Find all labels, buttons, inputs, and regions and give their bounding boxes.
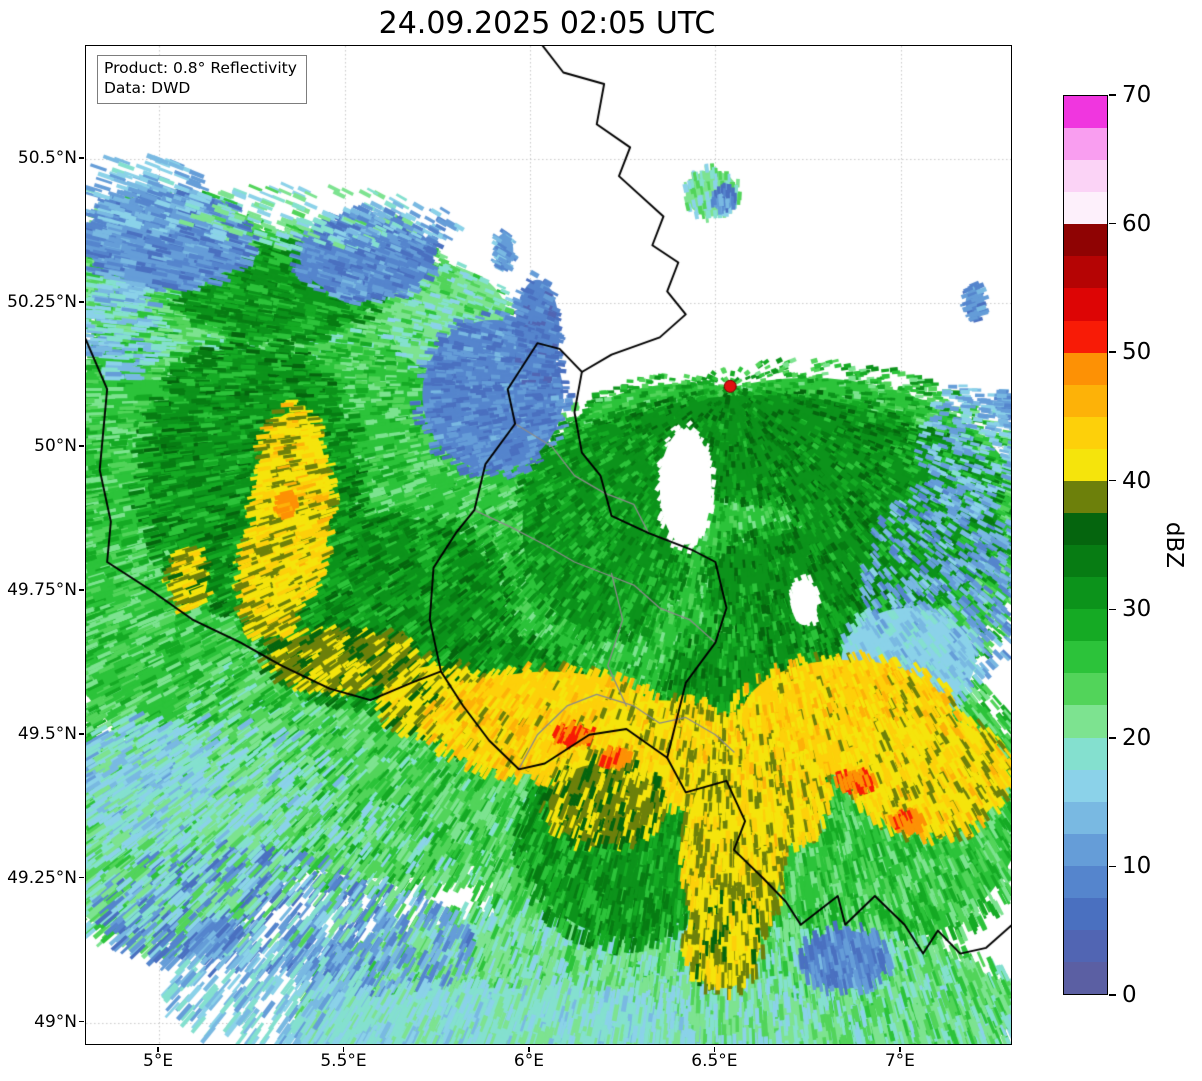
y-tick-label: 50.5°N — [17, 147, 77, 168]
colorbar-tick-label: 10 — [1122, 853, 1152, 880]
figure-title: 24.09.2025 02:05 UTC — [378, 6, 716, 41]
x-tick-mark — [157, 1046, 159, 1052]
colorbar-tick-label: 60 — [1122, 210, 1152, 237]
y-tick-mark — [79, 445, 84, 447]
colorbar-tick-label: 0 — [1122, 982, 1137, 1008]
colorbar-tick-mark — [1109, 222, 1116, 225]
y-tick-mark — [79, 1020, 84, 1023]
colorbar-tick-mark — [1109, 608, 1116, 611]
colorbar-band — [1064, 224, 1107, 257]
colorbar-tick-mark — [1109, 994, 1116, 996]
y-tick-label: 49.75°N — [7, 579, 77, 600]
x-tick-label: 5°E — [143, 1051, 174, 1071]
colorbar-tick-label: 20 — [1122, 724, 1152, 751]
colorbar-tick-label: 40 — [1122, 467, 1152, 494]
product-line: Product: 0.8° Reflectivity — [104, 59, 297, 77]
colorbar-tick-mark — [1109, 94, 1116, 96]
y-tick-mark — [79, 157, 84, 159]
colorbar-band — [1064, 128, 1107, 161]
y-tick-label: 49.5°N — [17, 723, 77, 744]
y-tick-mark — [79, 301, 84, 303]
colorbar-band — [1064, 577, 1107, 610]
x-tick-mark — [899, 1046, 901, 1052]
data-source-line: Data: DWD — [104, 79, 191, 98]
colorbar-gradient — [1063, 95, 1108, 995]
x-tick-label: 6.5°E — [691, 1051, 738, 1071]
colorbar-band — [1064, 930, 1107, 963]
colorbar-unit-label: dBZ — [1161, 521, 1187, 569]
y-tick-label: 49.25°N — [7, 867, 77, 888]
colorbar-band — [1064, 160, 1107, 193]
y-tick-label: 50.25°N — [7, 291, 77, 312]
colorbar-band — [1064, 192, 1107, 225]
colorbar-band — [1064, 416, 1107, 449]
x-tick-label: 6°E — [513, 1051, 544, 1071]
y-tick-mark — [79, 733, 84, 735]
y-tick-mark — [79, 876, 84, 879]
colorbar-tick-label: 30 — [1122, 596, 1152, 623]
x-tick-label: 5.5°E — [320, 1051, 367, 1071]
x-tick-label: 7°E — [884, 1051, 915, 1071]
colorbar-band — [1064, 320, 1107, 353]
colorbar-tick-label: 70 — [1122, 82, 1152, 108]
colorbar-band — [1064, 480, 1107, 514]
x-tick-mark — [342, 1046, 345, 1052]
colorbar-band — [1064, 256, 1107, 289]
colorbar-band — [1064, 833, 1107, 866]
colorbar-tick-mark — [1109, 479, 1116, 482]
colorbar-tick-mark — [1109, 737, 1116, 739]
colorbar-band — [1064, 801, 1107, 834]
y-tick-label: 50°N — [34, 435, 77, 456]
colorbar-tick-mark — [1109, 865, 1116, 868]
product-info-box: Product: 0.8° Reflectivity Data: DWD — [97, 55, 307, 104]
map-plot-area: Product: 0.8° Reflectivity Data: DWD — [85, 45, 1012, 1045]
colorbar-band — [1064, 384, 1107, 417]
colorbar-band — [1064, 737, 1107, 770]
colorbar-band — [1064, 609, 1107, 642]
colorbar-band — [1064, 673, 1107, 706]
colorbar-band — [1064, 962, 1107, 995]
colorbar-band — [1064, 865, 1107, 898]
y-tick-label: 49°N — [34, 1011, 77, 1032]
colorbar-band — [1064, 288, 1107, 321]
colorbar-band — [1064, 897, 1107, 931]
colorbar-band — [1064, 769, 1107, 802]
colorbar-band — [1064, 705, 1107, 738]
colorbar-band — [1064, 448, 1107, 481]
colorbar-band — [1064, 352, 1107, 385]
colorbar-tick-mark — [1109, 351, 1116, 353]
y-tick-mark — [79, 589, 84, 591]
radar-map-canvas — [86, 46, 1011, 1044]
x-tick-mark — [528, 1046, 530, 1052]
colorbar-band — [1064, 513, 1107, 546]
colorbar-band — [1064, 545, 1107, 578]
colorbar-tick-label: 50 — [1122, 339, 1152, 366]
colorbar-band — [1064, 641, 1107, 674]
colorbar-band — [1064, 96, 1107, 129]
x-tick-mark — [713, 1046, 716, 1052]
